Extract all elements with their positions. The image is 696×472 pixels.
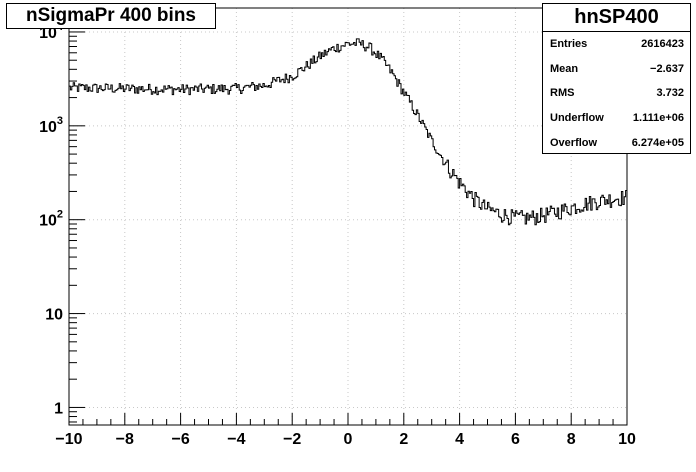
stats-value: 1.111e+06: [632, 112, 684, 125]
stats-histogram-name: hnSP400: [543, 4, 690, 32]
stats-label: Underflow: [550, 112, 604, 125]
x-tick-label: 4: [455, 431, 464, 448]
x-tick-label: 6: [511, 431, 520, 448]
stats-label: Overflow: [550, 136, 598, 149]
y-tick-label: 102: [39, 209, 63, 230]
x-tick-label: 2: [399, 431, 408, 448]
stats-value: 6.274e+05: [631, 136, 684, 149]
x-tick-label: −4: [227, 431, 245, 448]
x-tick-label: −10: [55, 431, 82, 448]
x-tick-label: −2: [283, 431, 301, 448]
stats-row-underflow: Underflow 1.111e+06: [543, 106, 690, 131]
stats-value: 2616423: [641, 38, 684, 51]
x-tick-label: 0: [344, 431, 353, 448]
axes: −10−8−6−4−20246810110102103104: [39, 21, 636, 448]
histogram-series: [69, 38, 627, 226]
y-tick-label: 1: [54, 400, 63, 417]
stats-row-overflow: Overflow 6.274e+05: [543, 130, 690, 155]
stats-label: RMS: [550, 87, 575, 100]
stats-value: 3.732: [656, 87, 684, 100]
stats-value: −2.637: [650, 62, 684, 75]
stats-row-rms: RMS 3.732: [543, 81, 690, 106]
chart-title: nSigmaPr 400 bins: [6, 3, 216, 29]
grid-lines: [68, 8, 628, 425]
chart-title-text: nSigmaPr 400 bins: [25, 5, 196, 26]
stats-box: hnSP400 Entries 2616423 Mean −2.637 RMS …: [542, 3, 691, 154]
x-tick-label: −8: [116, 431, 134, 448]
stats-row-entries: Entries 2616423: [543, 32, 690, 57]
y-tick-label: 103: [39, 115, 63, 136]
x-tick-label: −6: [171, 431, 189, 448]
stats-label: Mean: [550, 62, 579, 75]
histogram-line: [69, 38, 627, 226]
y-tick-label: 10: [45, 307, 63, 324]
stats-row-mean: Mean −2.637: [543, 57, 690, 82]
stats-label: Entries: [550, 38, 588, 51]
x-tick-label: 10: [618, 431, 636, 448]
x-tick-label: 8: [567, 431, 576, 448]
